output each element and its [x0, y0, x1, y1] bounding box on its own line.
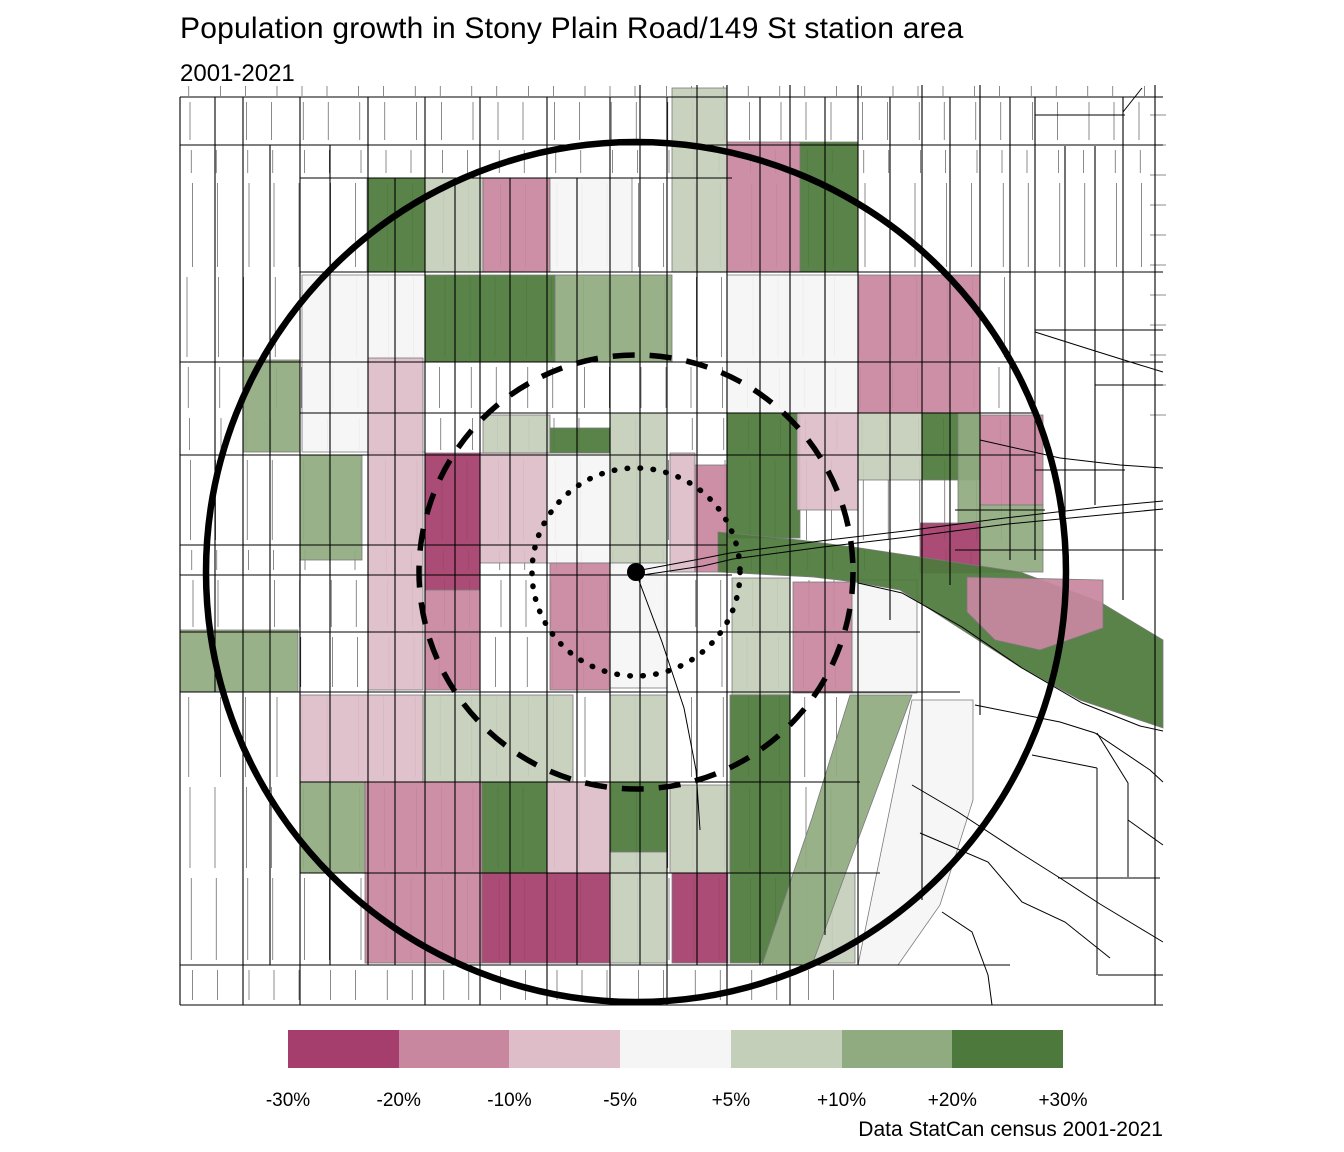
- growth-region-g3: [424, 274, 556, 363]
- page-title: Population growth in Stony Plain Road/14…: [180, 12, 964, 45]
- growth-region-g2: [957, 412, 981, 524]
- growth-region-g2: [299, 454, 363, 561]
- station-point: [627, 563, 645, 581]
- growth-region-d2: [364, 781, 483, 874]
- growth-region-d1: [669, 452, 696, 573]
- middle-radius-ring: [416, 352, 856, 792]
- growth-region-n0: [726, 274, 859, 414]
- growth-region-n0: [851, 579, 918, 694]
- growth-region-g1: [609, 412, 668, 564]
- growth-region-g1: [731, 577, 791, 696]
- growth-region-n0: [609, 562, 668, 689]
- growth-region-g1: [609, 851, 668, 964]
- growth-region-g2: [979, 504, 1044, 573]
- street-path: [1122, 87, 1143, 113]
- street-path: [857, 582, 1164, 732]
- growth-region-d2: [966, 576, 1104, 651]
- street-path: [979, 439, 1164, 469]
- census-regions: [179, 87, 1164, 966]
- street-path: [941, 911, 993, 1006]
- street-path: [1034, 331, 1164, 373]
- growth-region-g1: [609, 694, 668, 783]
- growth-region-g2: [299, 781, 366, 874]
- street-path: [1031, 754, 1098, 769]
- growth-region-d2: [549, 562, 611, 691]
- subtitle-years: 2001-2021: [180, 60, 295, 87]
- growth-region-g3: [481, 781, 548, 874]
- growth-region-g3: [799, 141, 859, 273]
- street-path: [635, 508, 1164, 577]
- growth-region-d1: [796, 412, 859, 511]
- growth-region-d3: [481, 872, 611, 964]
- growth-region-d1: [546, 781, 611, 874]
- street-grid-major: [179, 85, 1164, 1006]
- growth-region-g2: [554, 274, 673, 363]
- growth-region-n0: [549, 177, 633, 273]
- growth-region-d1: [299, 694, 424, 783]
- growth-region-d2: [979, 414, 1044, 506]
- growth-region-d2: [424, 589, 481, 691]
- growth-region-d2: [857, 274, 981, 414]
- growth-region-g2: [179, 629, 299, 693]
- growth-region-g3: [549, 427, 611, 454]
- growth-region-d3: [424, 452, 481, 591]
- growth-region-g3: [726, 412, 801, 539]
- growth-region-g1: [482, 414, 551, 454]
- outer-radius-ring: [202, 138, 1070, 1006]
- growth-region-d2: [792, 581, 854, 694]
- street-path: [911, 784, 1164, 943]
- growth-region-g3: [366, 177, 426, 273]
- growth-region-g3: [609, 781, 668, 853]
- street-path: [635, 500, 1164, 572]
- street-path: [974, 704, 1164, 783]
- street-path: [1127, 819, 1164, 846]
- growth-region-d3: [671, 872, 729, 964]
- data-source-caption: Data StatCan census 2001-2021: [858, 1118, 1163, 1141]
- street-path: [1096, 732, 1129, 877]
- growth-region-n0: [546, 452, 611, 564]
- growth-region-d2: [482, 177, 551, 273]
- street-path: [637, 577, 701, 831]
- growth-region-g1: [671, 87, 728, 273]
- inner-radius-ring: [529, 465, 743, 679]
